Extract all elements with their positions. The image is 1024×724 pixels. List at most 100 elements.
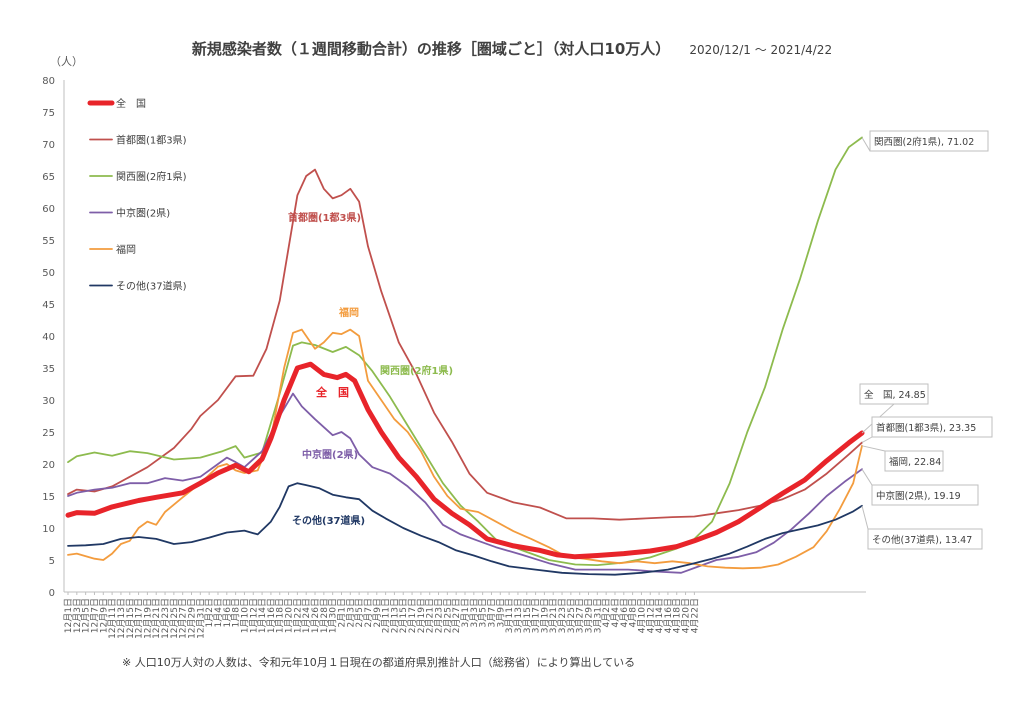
end-label-leader-shutoken: [861, 436, 873, 443]
inline-label-shutoken: 首都圏(1都3県): [288, 211, 361, 224]
chart-title: 新規感染者数（１週間移動合計）の推移［圏域ごと］（対人口10万人）: [191, 40, 671, 58]
y-tick-label: 30: [42, 396, 55, 407]
x-tick-label: 4月16日: [663, 598, 674, 633]
x-tick-label: 3月21日: [548, 598, 559, 633]
end-label-leader-kansai: [861, 137, 871, 152]
x-tick-label: 1月12日: [248, 598, 259, 633]
x-tick-label: 1月22日: [292, 598, 303, 633]
end-label-box-kansai: [869, 130, 989, 152]
series-line-chukyo: [67, 392, 863, 574]
x-tick-label: 2月15日: [398, 598, 409, 633]
y-tick-label: 10: [42, 524, 55, 535]
x-tick-label: 2月11日: [381, 598, 392, 633]
x-tick-label: 12月3日: [72, 598, 83, 633]
y-tick-label: 80: [42, 76, 55, 87]
footnote: ※ 人口10万人対の人数は、令和元年10月１日現在の都道府県別推計人口（総務省）…: [122, 656, 636, 669]
y-axis-unit-label: （人）: [50, 55, 83, 68]
y-tick-label: 45: [42, 300, 55, 311]
x-tick-label: 3月5日: [478, 598, 489, 627]
x-tick-label: 12月25日: [169, 598, 180, 639]
y-tick-label: 25: [42, 428, 55, 439]
inline-label-others: その他(37道県): [292, 514, 365, 527]
x-tick-label: 2月9日: [372, 598, 383, 627]
y-tick-label: 60: [42, 204, 55, 215]
series-line-fukuoka: [67, 328, 863, 570]
x-tick-label: 2月7日: [363, 598, 374, 627]
x-tick-label: 12月31日: [195, 598, 206, 639]
y-tick-label: 50: [42, 268, 55, 279]
x-tick-label: 1月10日: [239, 598, 250, 633]
x-tick-label: 4月14日: [654, 598, 665, 633]
x-tick-label: 1月24日: [301, 598, 312, 633]
series-line-kansai: [67, 136, 863, 566]
x-tick-label: 1月2日: [204, 598, 215, 627]
x-tick-label: 3月27日: [575, 598, 586, 633]
y-tick-label: 75: [42, 108, 55, 119]
x-tick-label: 4月12日: [645, 598, 656, 633]
x-tick-label: 3月11日: [504, 598, 515, 633]
end-label-leader-fukuoka: [861, 445, 886, 452]
legend-label-chukyo: 中京圏(2県): [116, 207, 170, 220]
x-tick-label: 1月4日: [213, 598, 224, 627]
y-tick-label: 15: [42, 492, 55, 503]
y-tick-label: 0: [49, 588, 55, 599]
x-tick-label: 12月11日: [107, 598, 118, 639]
series-line-others: [67, 482, 863, 576]
x-tick-label: 12月29日: [187, 598, 198, 639]
x-tick-label: 2月21日: [425, 598, 436, 633]
end-label-others: その他(37道県), 13.47: [872, 534, 972, 546]
x-tick-label: 4月22日: [689, 598, 700, 633]
x-tick-label: 2月23日: [434, 598, 445, 633]
end-label-shutoken: 首都圏(1都3県), 23.35: [876, 422, 976, 434]
x-tick-label: 12月15日: [125, 598, 136, 639]
x-tick-label: 1月30日: [328, 598, 339, 633]
x-tick-label: 4月18日: [672, 598, 683, 633]
series-line-national: [65, 361, 865, 560]
x-tick-label: 3月19日: [539, 598, 550, 633]
end-label-chukyo: 中京圏(2県), 19.19: [876, 490, 961, 502]
x-tick-label: 2月13日: [389, 598, 400, 633]
end-label-fukuoka: 福岡, 22.84: [889, 456, 941, 468]
end-label-box-others: [867, 528, 983, 550]
x-axis-ticks: 12月1日12月3日12月5日12月7日12月9日12月11日12月13日12月…: [63, 592, 700, 639]
inline-label-kansai: 関西圏(2府1県): [380, 364, 453, 377]
series-lines: [65, 136, 865, 576]
legend-label-kansai: 関西圏(2府1県): [116, 170, 187, 183]
x-tick-label: 12月5日: [81, 598, 92, 633]
x-tick-label: 2月27日: [451, 598, 462, 633]
x-tick-label: 3月3日: [469, 598, 480, 627]
x-tick-label: 12月17日: [134, 598, 145, 639]
end-value-labels: 全 国, 24.85 首都圏(1都3県), 23.35 関西圏(2府1県), 71.…: [859, 130, 993, 550]
x-tick-label: 4月10日: [636, 598, 647, 633]
x-tick-label: 12月21日: [151, 598, 162, 639]
end-label-national: 全 国, 24.85: [864, 389, 926, 401]
y-tick-label: 20: [42, 460, 55, 471]
x-tick-label: 12月1日: [63, 598, 74, 633]
x-tick-label: 4月20日: [681, 598, 692, 633]
end-label-box-fukuoka: [884, 450, 944, 472]
legend-label-national: 全 国: [116, 97, 146, 110]
end-label-leader-others: [861, 505, 869, 530]
inline-label-chukyo: 中京圏(2県): [302, 448, 358, 461]
end-label-box-chukyo: [871, 484, 979, 506]
x-tick-label: 12月7日: [89, 598, 100, 633]
x-tick-label: 2月5日: [354, 598, 365, 627]
x-tick-label: 2月3日: [345, 598, 356, 627]
x-tick-label: 3月31日: [592, 598, 603, 633]
y-tick-label: 55: [42, 236, 55, 247]
x-tick-label: 4月8日: [628, 598, 639, 627]
x-tick-label: 2月25日: [442, 598, 453, 633]
series-line-shutoken: [67, 168, 863, 521]
x-tick-label: 3月1日: [460, 598, 471, 627]
x-tick-label: 1月14日: [257, 598, 268, 633]
x-tick-label: 4月2日: [601, 598, 612, 627]
legend-label-shutoken: 首都圏(1都3県): [116, 134, 187, 147]
y-axis-ticks: 0 5 10 15 20 25 30 35 40 45 50 55 60 65 70 75 80: [42, 76, 55, 599]
legend-label-others: その他(37道県): [116, 280, 187, 293]
x-tick-label: 12月27日: [178, 598, 189, 639]
x-tick-label: 1月6日: [222, 598, 233, 627]
x-tick-label: 3月29日: [584, 598, 595, 633]
